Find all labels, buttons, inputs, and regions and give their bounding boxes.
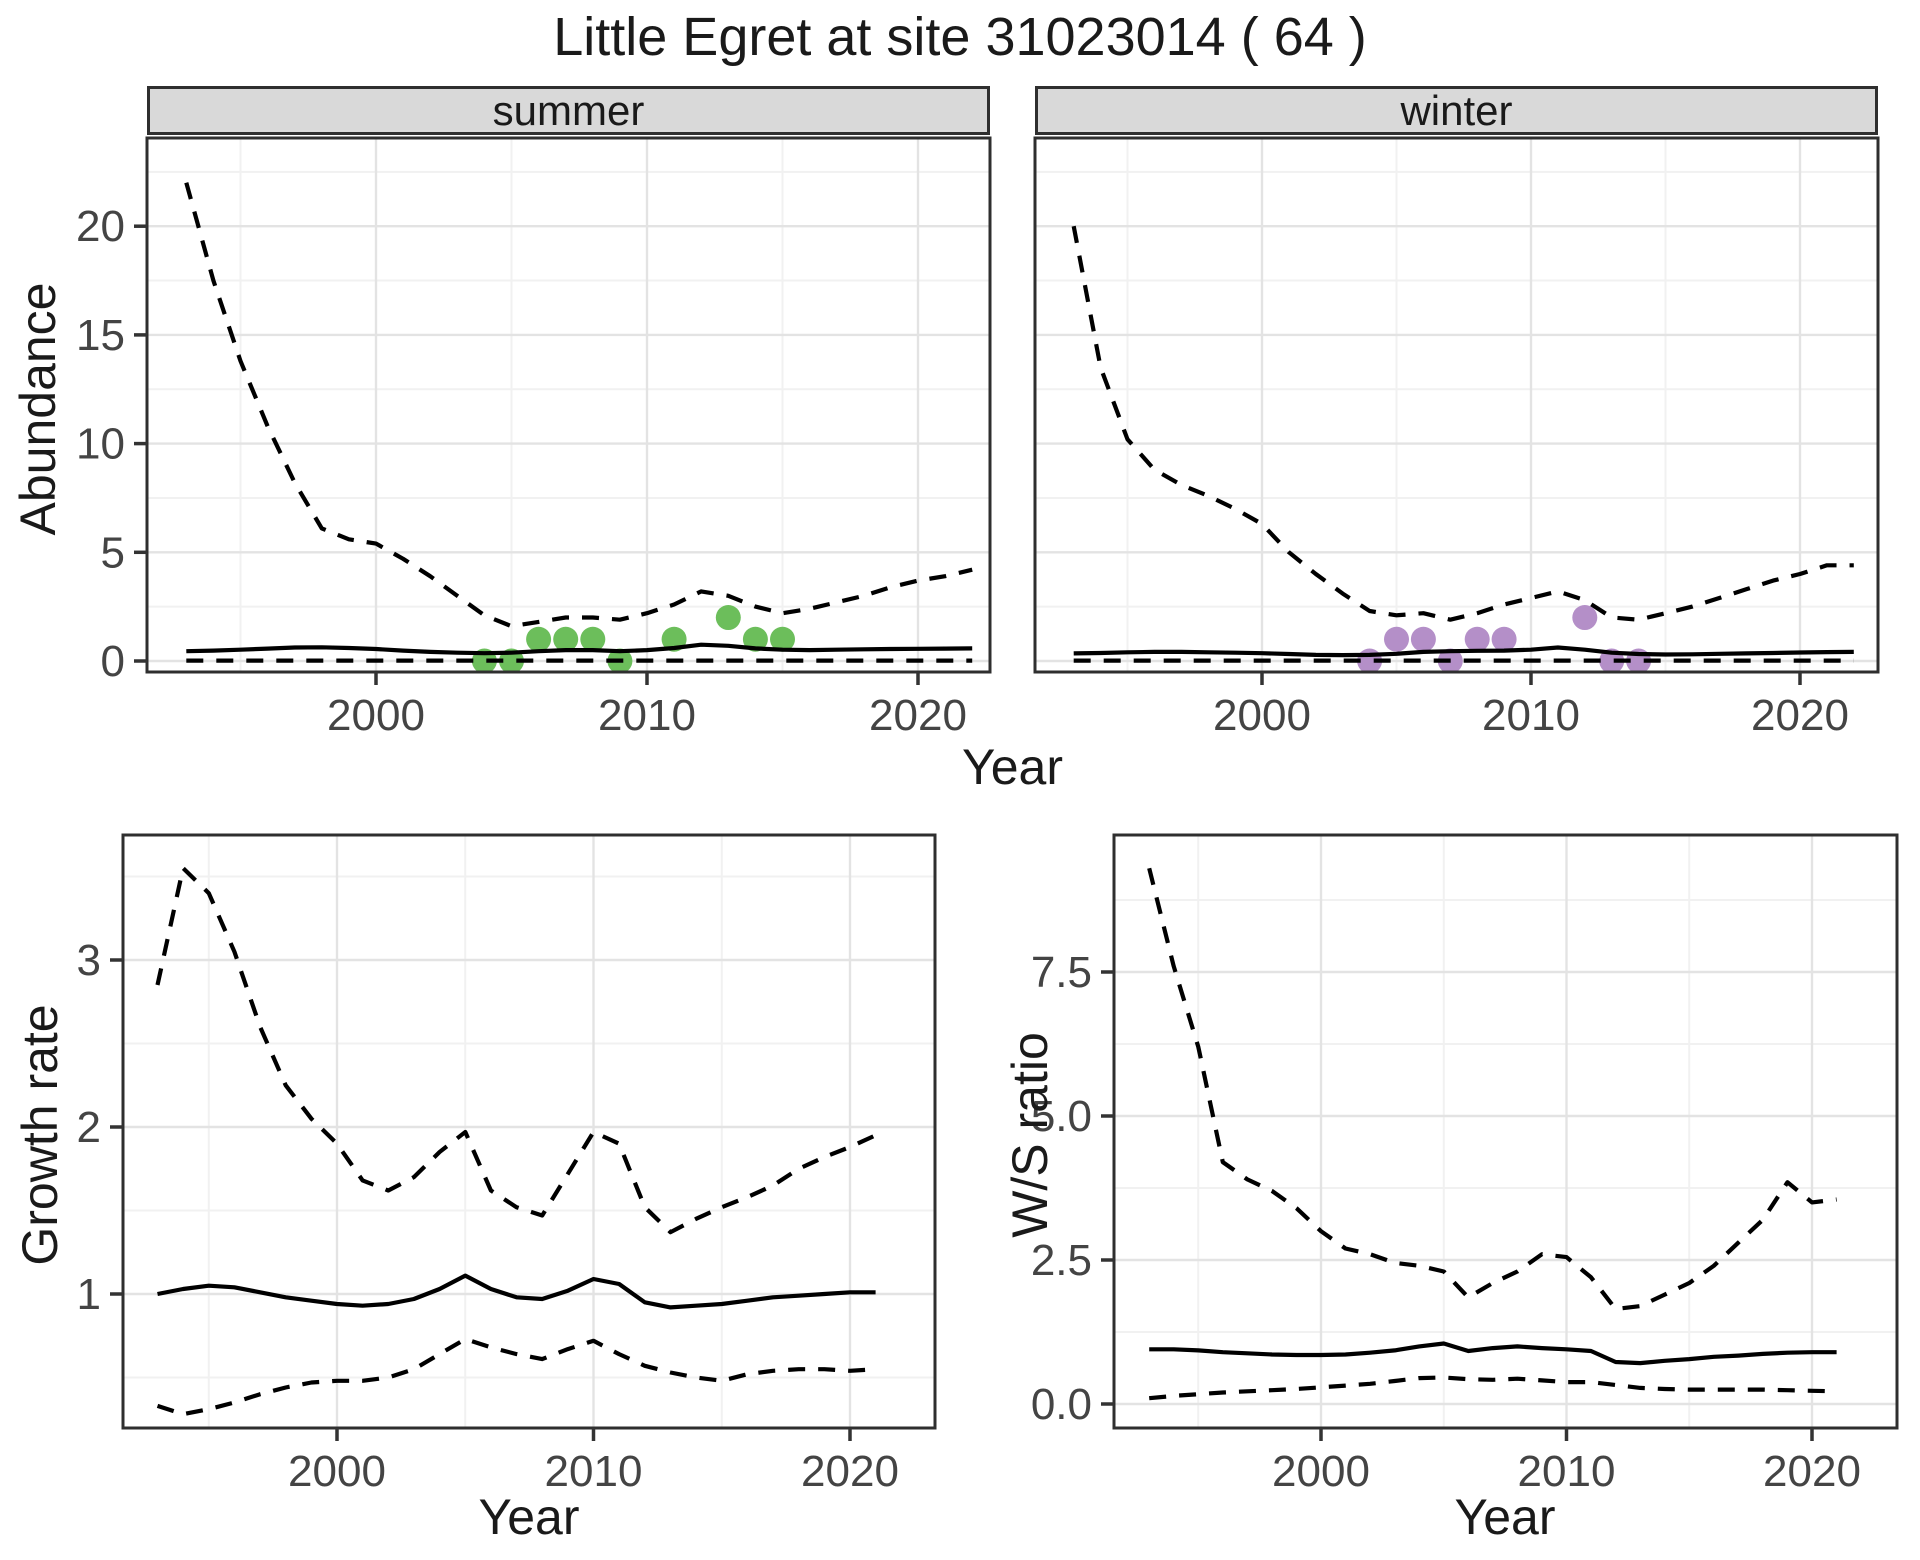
y-tick-label: 20 (76, 202, 125, 251)
x-tick-label: 2020 (1763, 1447, 1861, 1496)
ci-upper-line (155, 866, 877, 1235)
data-point (770, 626, 795, 652)
data-point (715, 605, 741, 631)
y-axis-title-abundance: Abundance (10, 282, 66, 536)
x-tick-label: 2000 (327, 691, 425, 740)
data-point (742, 626, 768, 652)
panel-background (1114, 835, 1897, 1428)
x-tick-label: 2020 (801, 1447, 899, 1496)
panel-border (1112, 833, 1899, 1430)
panel-border (145, 136, 992, 674)
data-point (1410, 626, 1436, 652)
x-tick-label: 2000 (1272, 1447, 1370, 1496)
y-tick-label: 0 (101, 637, 125, 686)
panel-border (121, 833, 937, 1430)
y-tick-label: 10 (76, 420, 125, 469)
facet-strip-winter: winter (1035, 86, 1878, 135)
y-tick-label: 2.5 (1031, 1236, 1092, 1285)
x-tick-label: 2020 (869, 691, 967, 740)
data-point (580, 626, 606, 652)
y-tick-label: 1 (77, 1270, 101, 1319)
ci-upper-line (184, 182, 973, 629)
y-tick-label: 5 (101, 528, 125, 577)
y-tick-label: 0.0 (1031, 1380, 1092, 1429)
ci-upper-line (1071, 225, 1854, 622)
median-line (1149, 1341, 1837, 1366)
median-line (186, 642, 973, 656)
y-tick-label: 5.0 (1031, 1092, 1092, 1141)
data-point (1384, 626, 1409, 652)
median-line (1073, 645, 1854, 658)
data-point (553, 626, 579, 652)
x-tick-label: 2010 (545, 1447, 643, 1496)
y-tick-label: 15 (76, 311, 125, 360)
x-tick-label: 2000 (1213, 691, 1311, 740)
median-line (157, 1273, 876, 1310)
panel-background (1035, 138, 1878, 672)
y-tick-label: 2 (77, 1103, 101, 1152)
ci-lower-line (1149, 1375, 1837, 1401)
data-point (1464, 626, 1490, 652)
panel-background (123, 835, 935, 1428)
panel-border (1033, 136, 1880, 674)
y-axis-title-ws-ratio: W/S ratio (1002, 1032, 1058, 1238)
x-axis-title-ws-ratio: Year (1454, 1489, 1556, 1545)
x-tick-label: 2020 (1751, 691, 1849, 740)
ci-lower-line (156, 1337, 876, 1417)
data-point (1491, 626, 1517, 652)
panel-background (147, 138, 990, 672)
data-point (1572, 605, 1598, 631)
x-axis-title-growth-rate: Year (478, 1489, 580, 1545)
data-point (526, 626, 552, 652)
facet-strip-label: summer (492, 86, 645, 134)
facet-strip-summer: summer (147, 86, 990, 135)
y-tick-label: 7.5 (1031, 948, 1092, 997)
x-axis-title-top: Year (961, 739, 1064, 795)
chart-title: Little Egret at site 31023014 ( 64 ) (553, 7, 1367, 67)
x-tick-label: 2010 (1518, 1447, 1616, 1496)
x-tick-label: 2000 (288, 1447, 386, 1496)
y-tick-label: 3 (77, 936, 101, 985)
facet-strip-label: winter (1400, 86, 1513, 134)
x-tick-label: 2010 (1482, 691, 1580, 740)
y-axis-title-growth-rate: Growth rate (12, 1004, 68, 1266)
x-tick-label: 2010 (598, 691, 696, 740)
